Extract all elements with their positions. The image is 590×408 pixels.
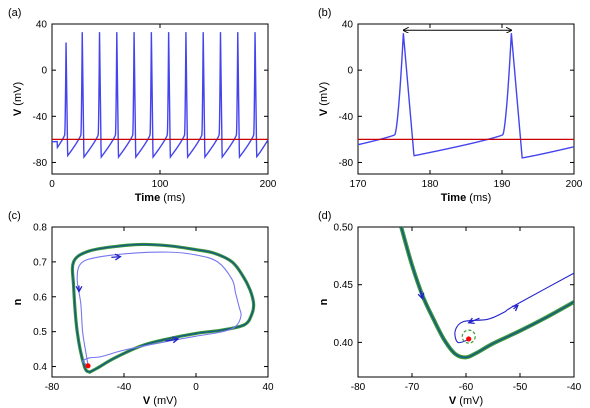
cycle-branch-outer: [399, 227, 574, 360]
plot-frame: [357, 23, 575, 175]
y-tick-label: 40: [342, 20, 354, 31]
fixed-point: [85, 363, 91, 369]
x-tick-label: 0: [193, 382, 199, 393]
y-tick-label: 0.45: [334, 280, 354, 291]
arrow-shaft: [419, 290, 423, 299]
x-tick-label: 190: [494, 179, 511, 190]
panel-d: -80 -70 -60 -50 -40 0.50 0.45 0.40 (d) V (mV) n: [318, 210, 582, 407]
y-tick-label: 0.4: [33, 362, 47, 373]
y-tick-label: 0.7: [33, 257, 47, 268]
x-axis-label: Time (ms): [135, 192, 186, 204]
x-tick-label: 180: [422, 179, 439, 190]
plot-frame: [357, 226, 575, 378]
direction-arrow: [511, 304, 519, 312]
x-tick-label: -80: [45, 382, 60, 393]
zoom-plot-area: [399, 227, 574, 360]
y-axis-label: n: [12, 298, 24, 305]
y-tick-label: 0: [347, 66, 353, 77]
y-tick-label: 40: [36, 20, 48, 31]
x-tick-label: -50: [513, 382, 528, 393]
direction-arrow: [114, 253, 122, 261]
y-tick-label: -40: [33, 112, 48, 123]
y-tick-label: 0.50: [334, 223, 354, 234]
x-tick-label: -80: [351, 382, 366, 393]
panel-label: (b): [318, 7, 331, 19]
panel-label: (d): [318, 210, 331, 222]
direction-arrow: [467, 317, 475, 324]
x-tick-label: 200: [566, 179, 583, 190]
x-tick-label: -40: [117, 382, 132, 393]
y-tick-label: 0.8: [33, 223, 47, 234]
x-tick-label: 100: [152, 179, 169, 190]
arrow-shaft: [468, 317, 480, 324]
cycle-branch-inner: [400, 227, 574, 359]
y-axis-label: V (mV): [12, 82, 24, 116]
y-tick-label: 0: [41, 66, 47, 77]
x-tick-label: 200: [260, 179, 277, 190]
panel-a: 0 100 200 40 0 -40 -80 (a) Time (ms) V (mV): [8, 7, 277, 204]
direction-arrow: [417, 292, 425, 300]
voltage-trace: [52, 32, 269, 160]
y-axis-label: V (mV): [318, 82, 330, 116]
transient-trajectory: [76, 251, 242, 366]
x-axis-label: V (mV): [449, 395, 483, 407]
panel-b: 170 180 190 200 40 0 -40 -80 (b) Time (ms) V (mV): [318, 7, 583, 204]
panel-label: (a): [8, 7, 21, 19]
direction-arrow: [172, 336, 180, 344]
voltage-trace: [357, 33, 575, 159]
panel-c: -80 -40 0 40 0.8 0.7 0.6 0.5 0.4 (c) V (mV) n: [8, 210, 274, 407]
x-tick-label: -40: [567, 382, 582, 393]
y-tick-label: 0.5: [33, 327, 47, 338]
panel-label: (c): [8, 210, 21, 222]
limit-cycle-inner: [71, 243, 255, 373]
y-tick-label: -40: [339, 112, 354, 123]
arrow-shaft: [111, 256, 121, 258]
direction-arrow: [75, 285, 83, 293]
x-tick-label: 170: [350, 179, 367, 190]
unstable-region-circle: [461, 329, 476, 344]
limit-cycle-outer: [70, 242, 256, 375]
y-tick-label: 0.40: [334, 338, 354, 349]
x-axis-label: V (mV): [143, 395, 177, 407]
x-tick-label: -60: [459, 382, 474, 393]
y-tick-label: 0.6: [33, 292, 47, 303]
x-tick-label: -70: [405, 382, 420, 393]
x-axis-label: Time (ms): [441, 192, 492, 204]
y-axis-label: n: [318, 298, 330, 305]
arrow-shaft: [165, 338, 179, 342]
x-tick-label: 0: [49, 179, 55, 190]
y-tick-label: -80: [33, 158, 48, 169]
plot-frame: [51, 226, 269, 378]
x-tick-label: 40: [262, 382, 274, 393]
y-tick-label: -80: [339, 158, 354, 169]
fixed-point: [466, 336, 472, 342]
